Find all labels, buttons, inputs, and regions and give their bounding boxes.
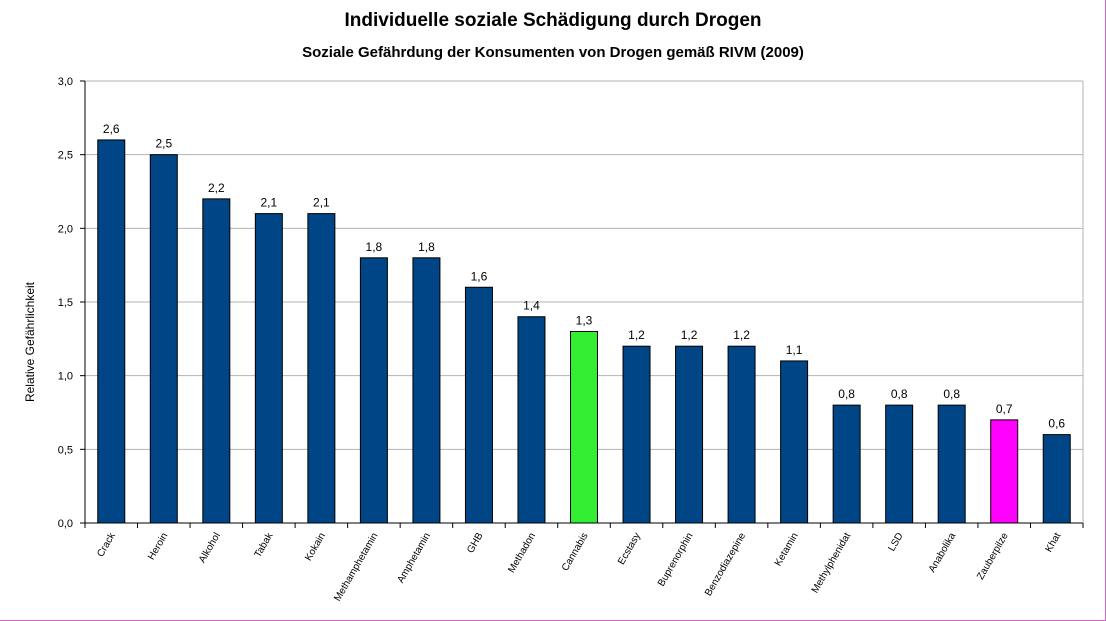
- y-tick-label: 2,0: [58, 223, 73, 235]
- x-tick-label: Cannabis: [560, 531, 591, 573]
- bars: [97, 139, 1071, 524]
- value-label: 1,4: [523, 299, 540, 313]
- x-tick-label: Methylphenidat: [810, 531, 854, 595]
- value-label: 0,8: [891, 387, 908, 401]
- value-label: 1,1: [786, 343, 803, 357]
- x-tick-label: Ecstasy: [616, 531, 643, 567]
- value-labels: 2,6 2,5 2,2 2,1 2,1 1,8 1,8 1,6 1,4 1,3 1,2 1,2 1,2 1…: [103, 122, 1065, 431]
- y-axis-ticks: 0,0 0,5 1,0 1,5 2,0 2,5 3,0: [58, 76, 73, 530]
- value-label: 0,6: [1048, 417, 1065, 431]
- y-tick-label: 3,0: [58, 76, 73, 88]
- x-tick-label: Heroin: [146, 531, 170, 562]
- value-label: 1,2: [628, 328, 645, 342]
- x-tick-label: Buprenorphin: [656, 531, 696, 589]
- bar-crack: [97, 139, 126, 524]
- bar-khat: [1042, 434, 1071, 524]
- y-axis-label: Relative Gefährlichkeit: [23, 281, 37, 402]
- x-tick-label: Khat: [1044, 531, 1064, 555]
- bar-benzodiazepine: [727, 345, 756, 524]
- value-label: 2,6: [103, 122, 120, 136]
- x-tick-label: Methamphetamin: [332, 531, 380, 603]
- value-label: 2,5: [155, 137, 172, 151]
- value-label: 2,1: [260, 196, 277, 210]
- x-tick-label: Anabolika: [927, 531, 959, 575]
- y-tick-label: 2,5: [58, 150, 73, 162]
- x-tick-label: LSD: [887, 531, 906, 553]
- bar-cannabis: [570, 330, 598, 524]
- bar-tabak: [254, 213, 283, 524]
- y-tick-label: 1,5: [58, 297, 73, 309]
- value-label: 1,2: [733, 328, 750, 342]
- x-tick-label: Kokain: [303, 531, 328, 563]
- value-label: 2,1: [313, 196, 330, 210]
- y-tick-label: 0,0: [58, 518, 73, 530]
- value-label: 0,8: [838, 387, 855, 401]
- bar-amphetamin: [412, 257, 441, 524]
- bar-methamphetamin: [359, 257, 388, 524]
- x-axis-ticks: Crack Heroin Alkohol Tabak Kokain Methampheta…: [84, 523, 1084, 603]
- value-label: 1,3: [576, 313, 593, 327]
- x-tick-label: Benzodiazepine: [703, 531, 748, 599]
- x-tick-label: GHB: [465, 531, 486, 556]
- value-label: 0,8: [943, 387, 960, 401]
- x-tick-label: Zauberpilze: [975, 531, 1011, 582]
- bar-lsd: [885, 404, 914, 524]
- y-tick-label: 0,5: [58, 444, 73, 456]
- value-label: 1,8: [418, 240, 435, 254]
- x-tick-label: Ketamin: [773, 531, 801, 568]
- bar-buprenorphin: [675, 345, 704, 524]
- bar-methadon: [517, 316, 546, 524]
- bar-kokain: [307, 213, 336, 524]
- x-tick-label: Amphetamin: [395, 531, 433, 585]
- x-tick-label: Tabak: [253, 530, 276, 559]
- value-label: 1,8: [366, 240, 383, 254]
- value-label: 0,7: [996, 402, 1013, 416]
- bar-ecstasy: [622, 345, 651, 524]
- bar-methylphenidat: [832, 404, 861, 524]
- bar-ketamin: [780, 360, 809, 524]
- chart-subtitle: Soziale Gefährdung der Konsumenten von D…: [302, 44, 804, 61]
- x-tick-label: Crack: [95, 530, 118, 559]
- bar-anabolika: [937, 404, 966, 524]
- x-tick-label: Alkohol: [197, 531, 223, 565]
- x-tick-label: Methadon: [506, 531, 538, 575]
- y-tick-label: 1,0: [58, 371, 73, 383]
- bar-heroin: [149, 154, 178, 524]
- value-label: 2,2: [208, 181, 225, 195]
- bar-alkohol: [202, 198, 231, 524]
- bar-zauberpilze: [990, 419, 1019, 524]
- bar-ghb: [464, 286, 493, 524]
- value-label: 1,2: [681, 328, 698, 342]
- value-label: 1,6: [471, 269, 488, 283]
- chart-title: Individuelle soziale Schädigung durch Dr…: [344, 10, 762, 31]
